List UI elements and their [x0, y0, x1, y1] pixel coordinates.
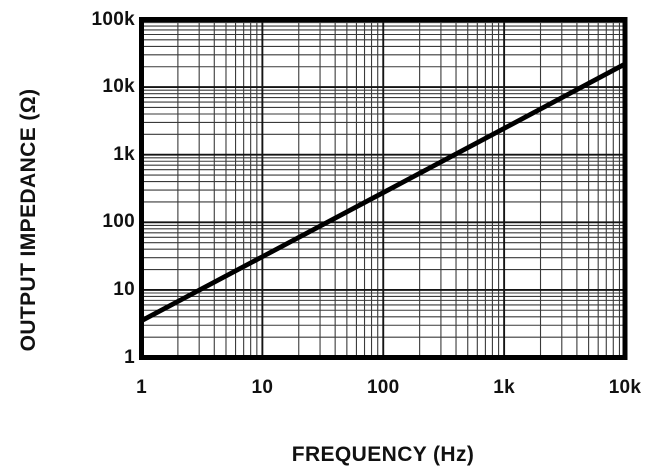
x-tick-label: 100 — [366, 377, 400, 398]
plot-border — [139, 17, 628, 360]
y-tick-label: 1k — [113, 143, 135, 165]
x-tick-label: 10 — [251, 377, 274, 398]
x-tick-label: 10k — [608, 377, 642, 398]
y-tick-label: 10k — [102, 76, 135, 98]
x-tick-label: 1 — [136, 377, 147, 398]
x-tick-label: 1k — [493, 377, 515, 398]
y-tick-label: 1 — [124, 346, 135, 368]
series-output_impedance_vs_frequency — [140, 61, 627, 323]
y-tick-label: 10 — [113, 278, 135, 300]
y-tick-label: 100 — [102, 211, 135, 233]
y-axis-title: OUTPUT IMPEDANCE (Ω) — [17, 88, 40, 352]
y-tick-label: 100k — [91, 8, 135, 30]
x-axis-title: FREQUENCY (Hz) — [291, 443, 475, 466]
